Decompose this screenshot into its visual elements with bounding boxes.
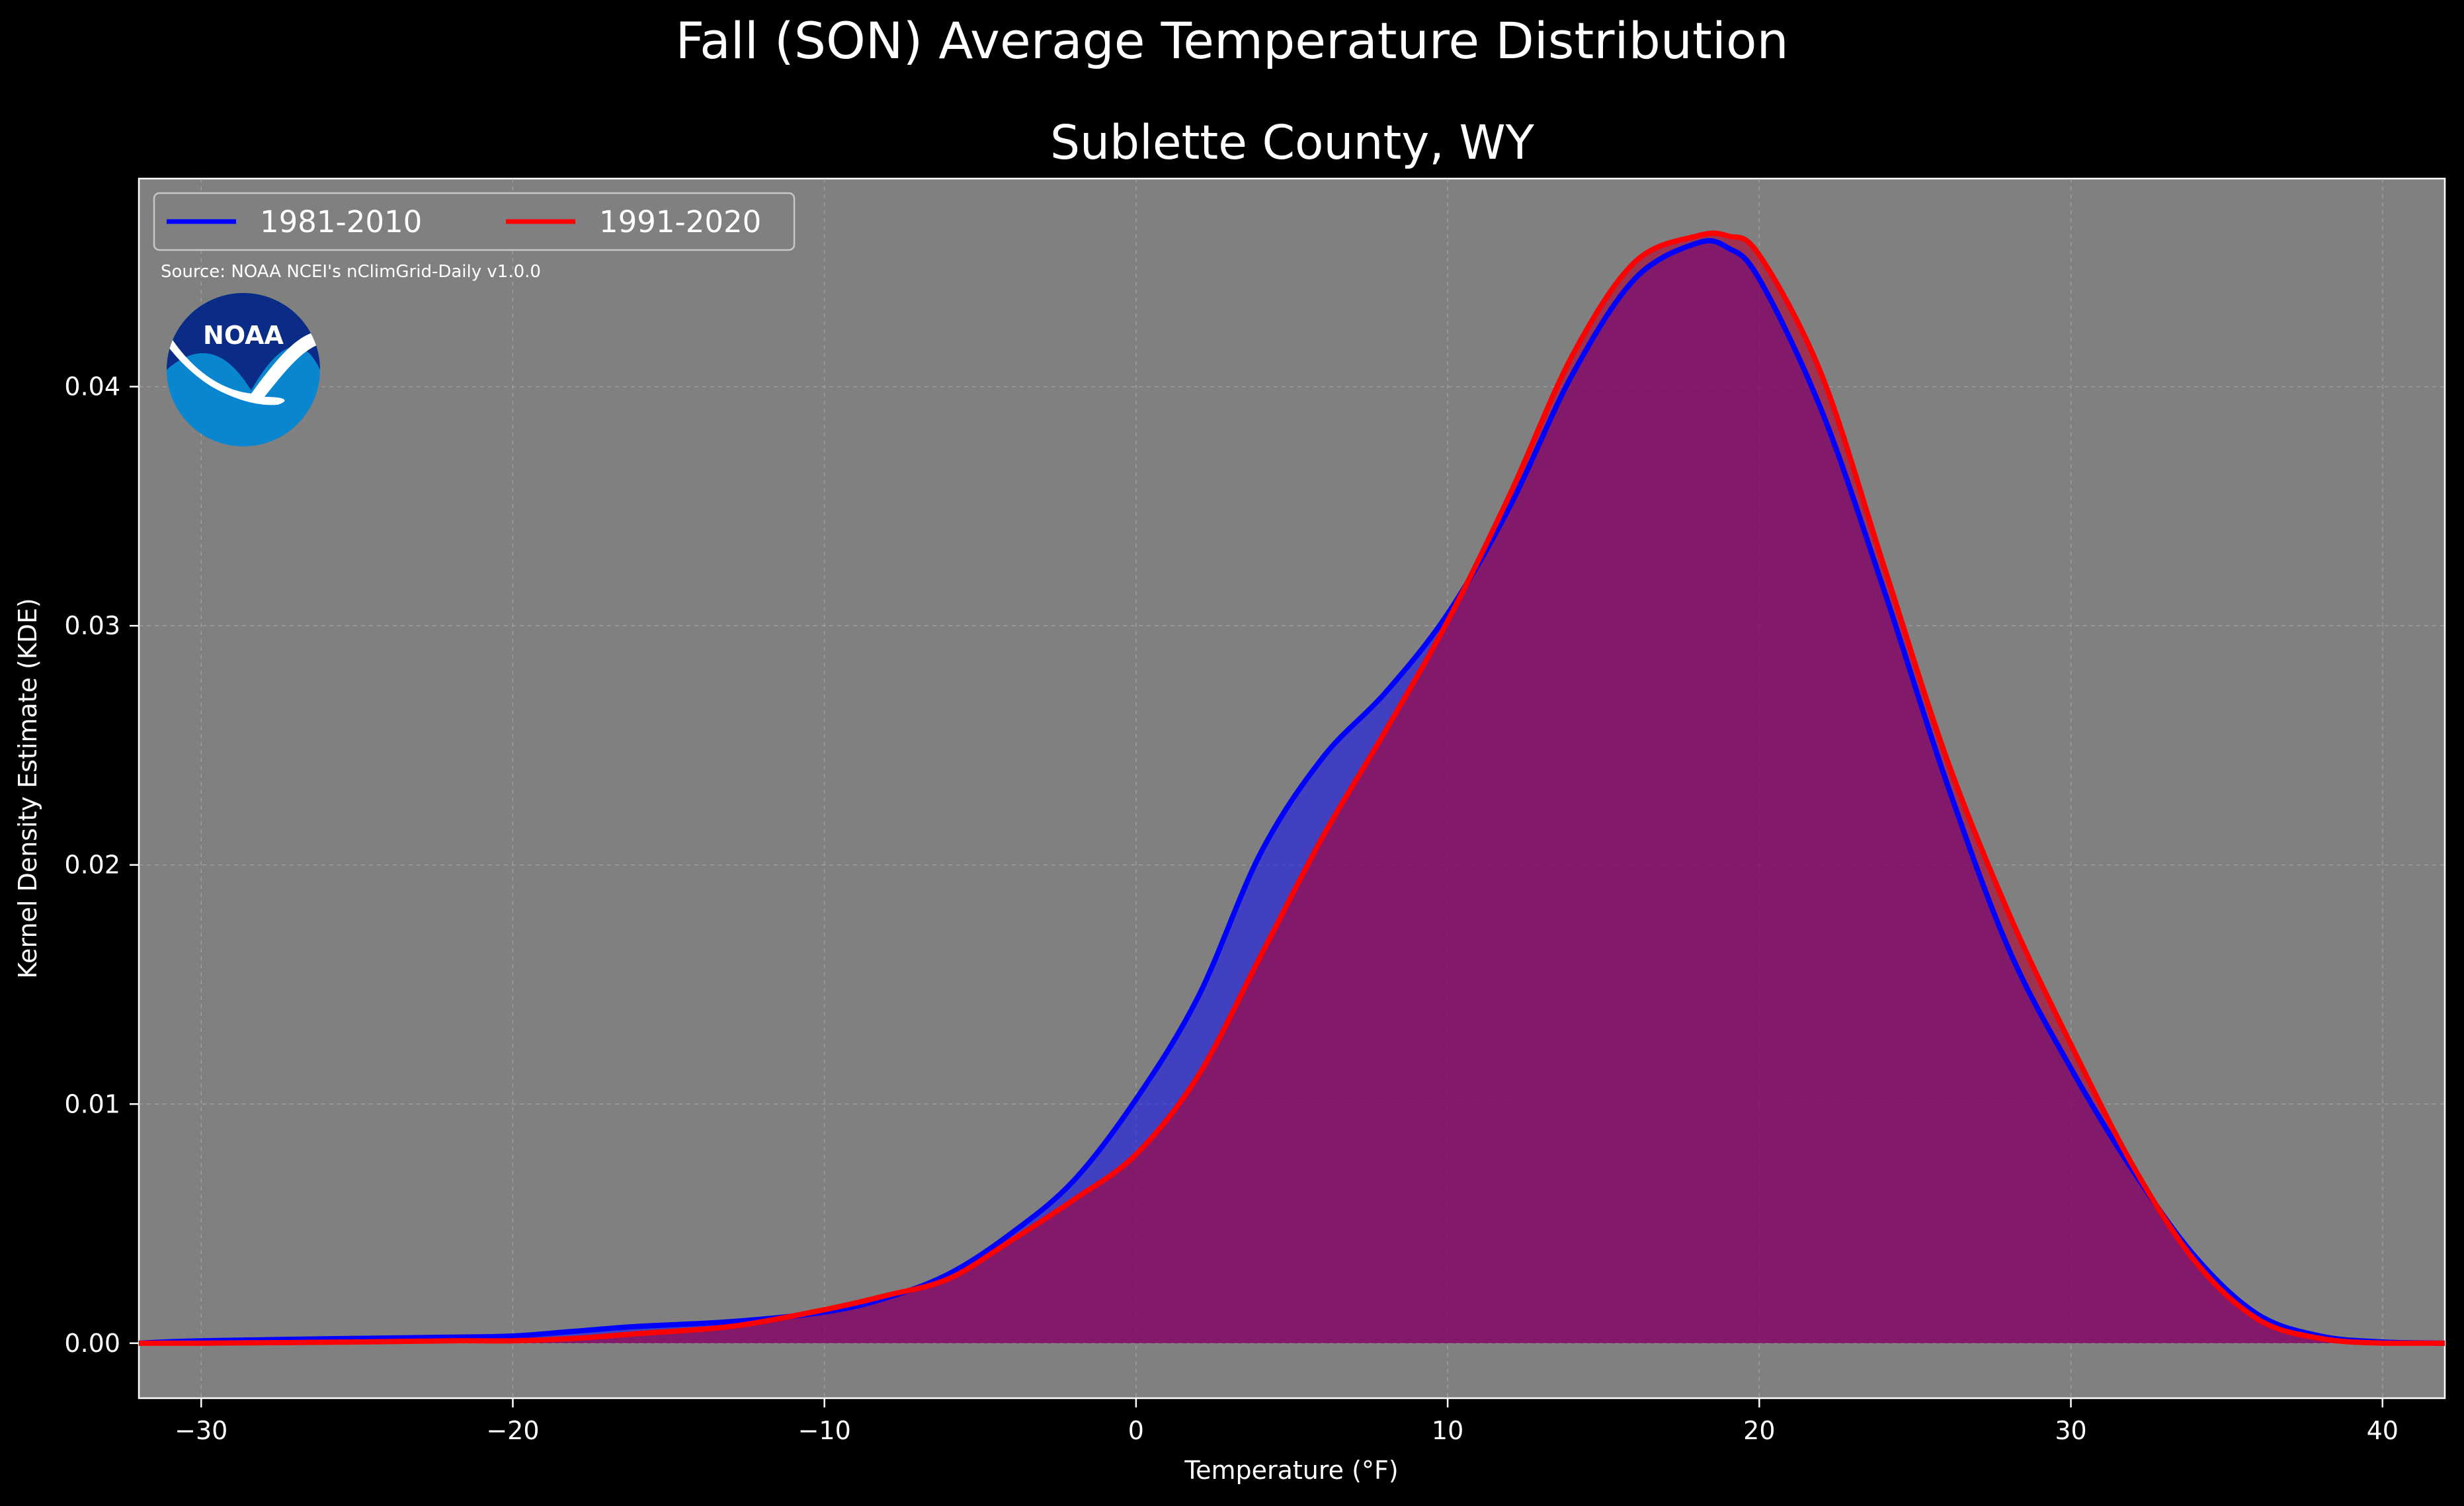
- y-tick-label: 0.04: [64, 372, 120, 401]
- x-tick-label: 0: [1128, 1416, 1144, 1445]
- y-tick-label: 0.03: [64, 611, 120, 640]
- series-line-1981-2010: [138, 238, 2445, 1346]
- noaa-logo: NOAA: [167, 293, 320, 446]
- legend-frame: [153, 192, 796, 251]
- noaa-logo-bird: [169, 331, 320, 405]
- chart-subtitle: Sublette County, WY: [1050, 115, 1535, 170]
- density-fills: [139, 233, 2445, 1343]
- y-tick-label: 0.02: [64, 851, 120, 880]
- x-axis-label: Temperature (°F): [1184, 1456, 1398, 1485]
- source-note: Source: NOAA NCEI's nClimGrid-Daily v1.0…: [161, 262, 541, 282]
- legend-label-1981-2010: 1981-2010: [260, 204, 422, 239]
- x-tick-label: −30: [175, 1416, 227, 1445]
- noaa-logo-text: NOAA: [203, 321, 284, 350]
- legend: 1981-2010 1991-2020: [153, 192, 796, 251]
- noaa-logo-top: [167, 293, 320, 390]
- x-tick-label: 30: [2055, 1416, 2086, 1445]
- x-tick-label: −10: [798, 1416, 851, 1445]
- area-fill-1991-2020: [139, 233, 2445, 1343]
- x-tick-label: 10: [1432, 1416, 1463, 1445]
- y-axis-label: Kernel Density Estimate (KDE): [13, 598, 42, 979]
- legend-label-1991-2020: 1991-2020: [599, 204, 761, 239]
- y-axis: 0.00 0.01 0.02 0.03 0.04: [64, 372, 139, 1358]
- y-tick-label: 0.01: [64, 1089, 120, 1118]
- x-axis: −30 −20 −10 0 10 20 30 40: [175, 1398, 2399, 1445]
- density-lines: [138, 230, 2445, 1346]
- y-tick-label: 0.00: [64, 1329, 120, 1358]
- series-line-1991-2020: [138, 230, 2445, 1346]
- chart-title: Fall (SON) Average Temperature Distribut…: [675, 11, 1788, 70]
- x-tick-label: 20: [1743, 1416, 1775, 1445]
- x-tick-label: −20: [486, 1416, 539, 1445]
- x-tick-label: 40: [2367, 1416, 2399, 1445]
